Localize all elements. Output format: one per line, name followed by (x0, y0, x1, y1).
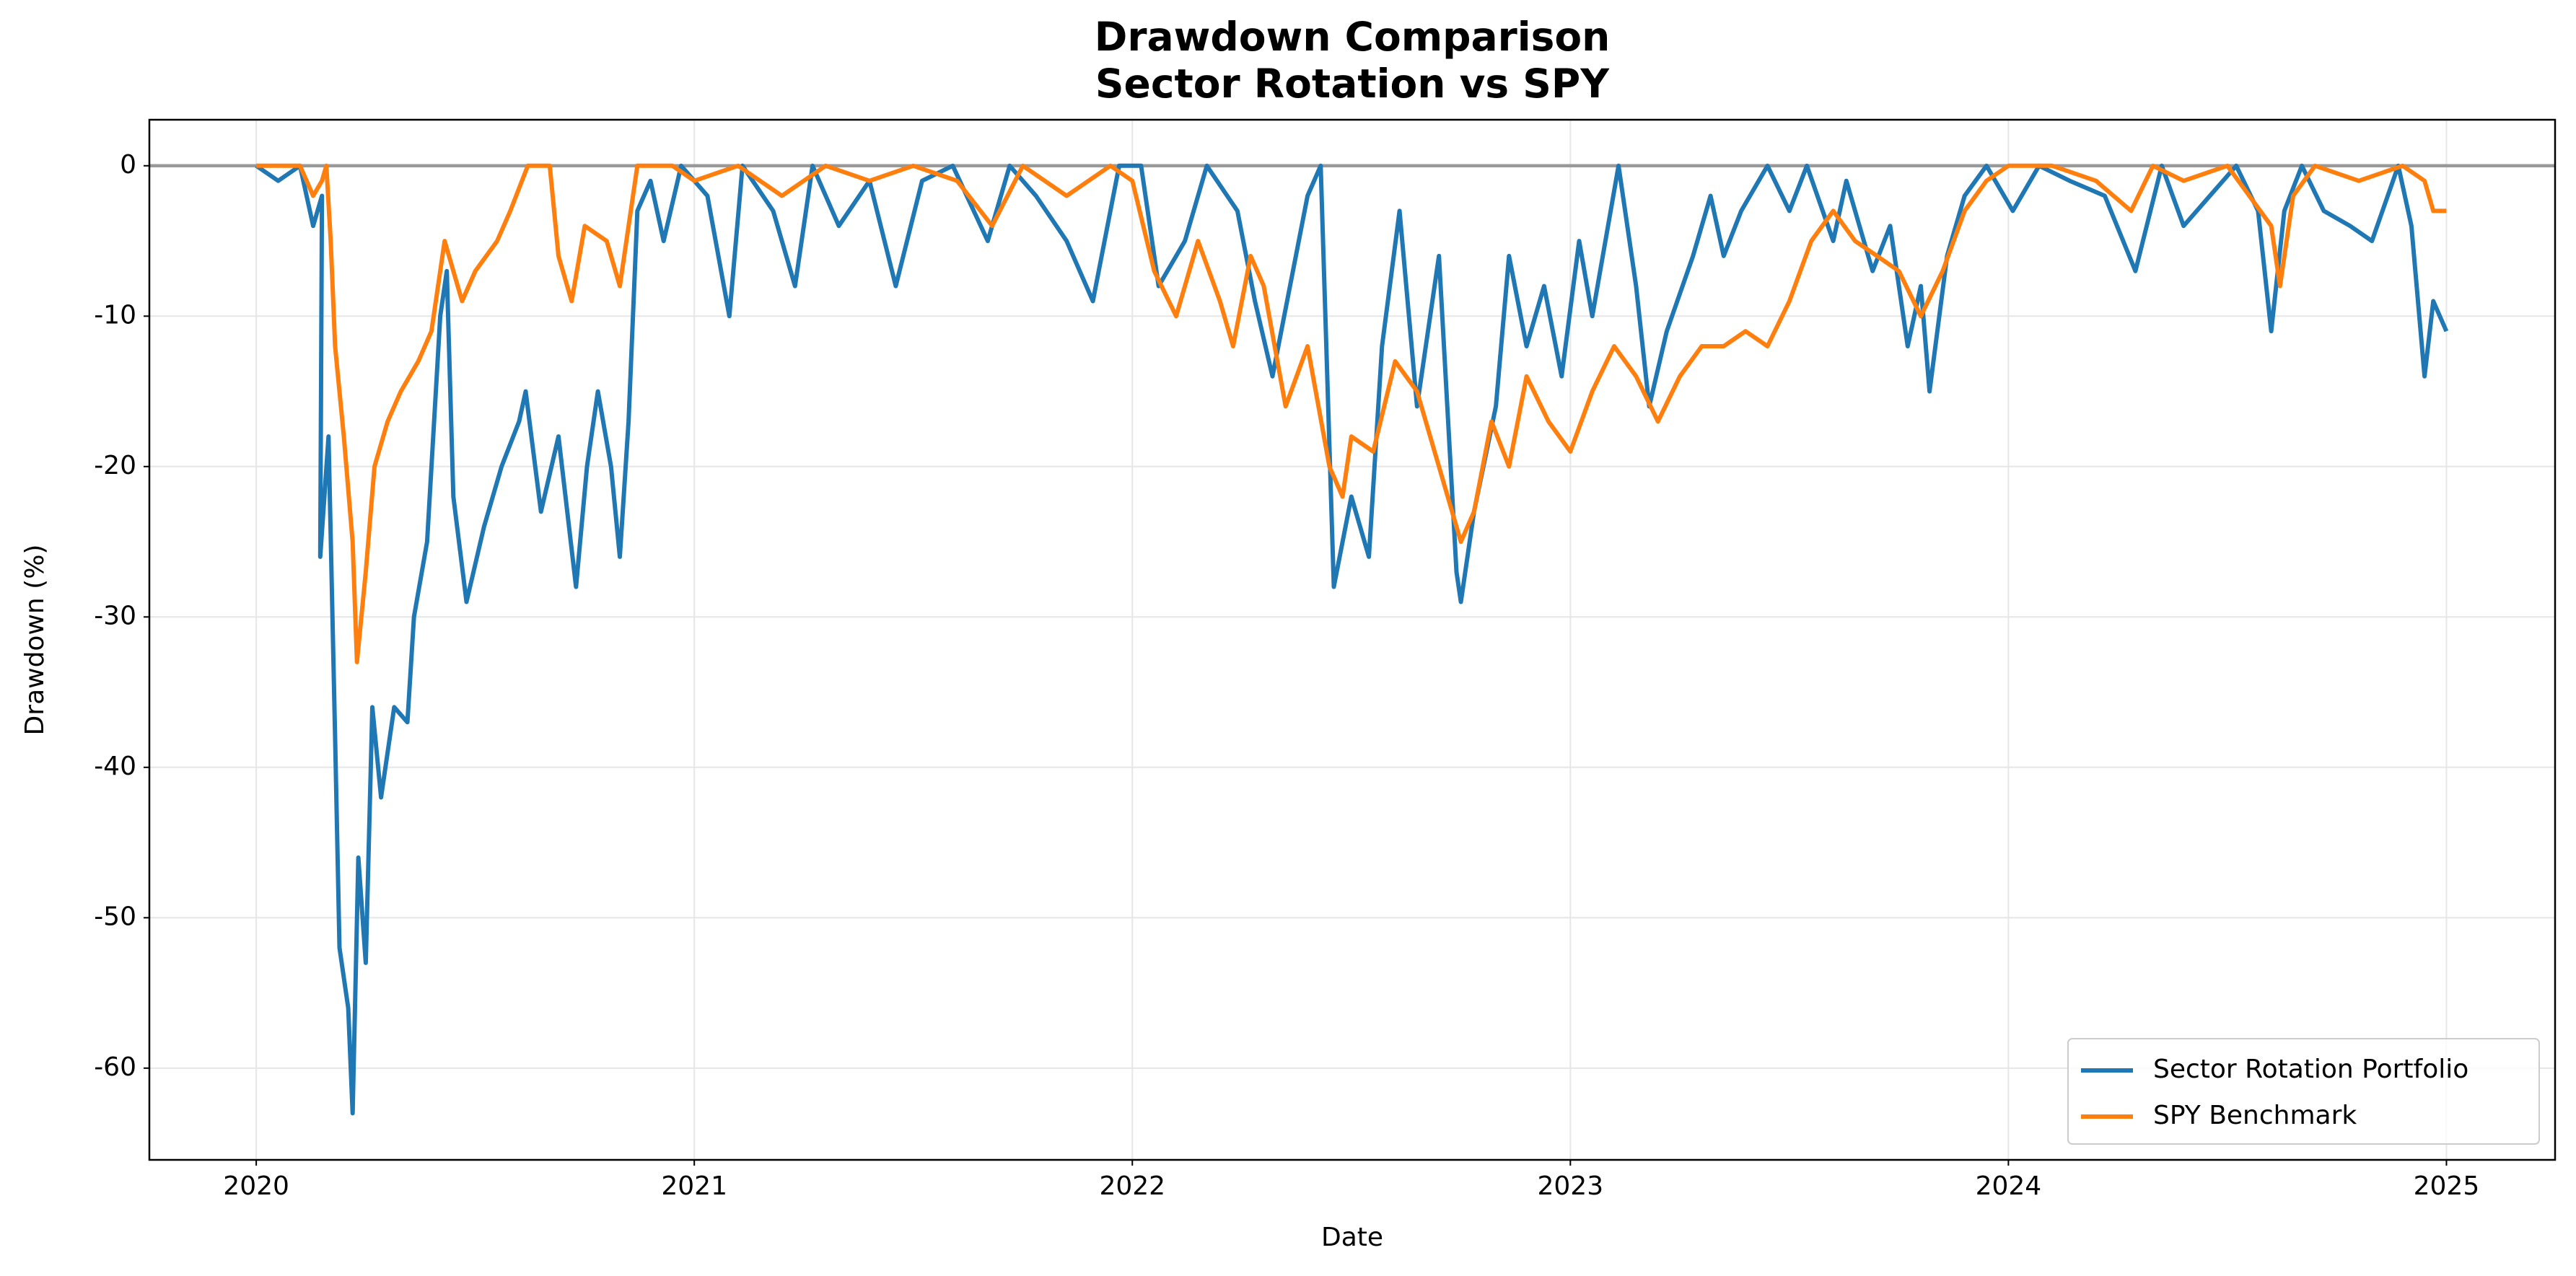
y-tick-label: -50 (94, 902, 136, 931)
x-axis-label: Date (1321, 1223, 1383, 1252)
y-tick-label: -40 (94, 752, 136, 781)
legend-box (2067, 1038, 2540, 1145)
x-tick-label: 2025 (2414, 1171, 2480, 1201)
series-line (255, 163, 2449, 1116)
x-tick-label: 2024 (1976, 1171, 2042, 1201)
chart-title: Drawdown Comparison (1095, 14, 1611, 60)
plot-frame (148, 118, 2557, 1161)
y-tick-label: -60 (94, 1052, 136, 1082)
y-tick-label: -20 (94, 451, 136, 480)
y-tick-label: -10 (94, 300, 136, 330)
x-tick-label: 2021 (661, 1171, 727, 1201)
legend-label: Sector Rotation Portfolio (2153, 1055, 2468, 1084)
x-tick-label: 2020 (223, 1171, 289, 1201)
x-tick-label: 2023 (1538, 1171, 1604, 1201)
y-tick-label: 0 (120, 150, 136, 180)
chart-subtitle: Sector Rotation vs SPY (1095, 61, 1610, 107)
y-axis-label: Drawdown (%) (20, 545, 50, 736)
series-line (256, 163, 2447, 664)
x-tick-label: 2022 (1099, 1171, 1165, 1201)
legend-label: SPY Benchmark (2153, 1101, 2357, 1130)
y-tick-label: -30 (94, 601, 136, 630)
